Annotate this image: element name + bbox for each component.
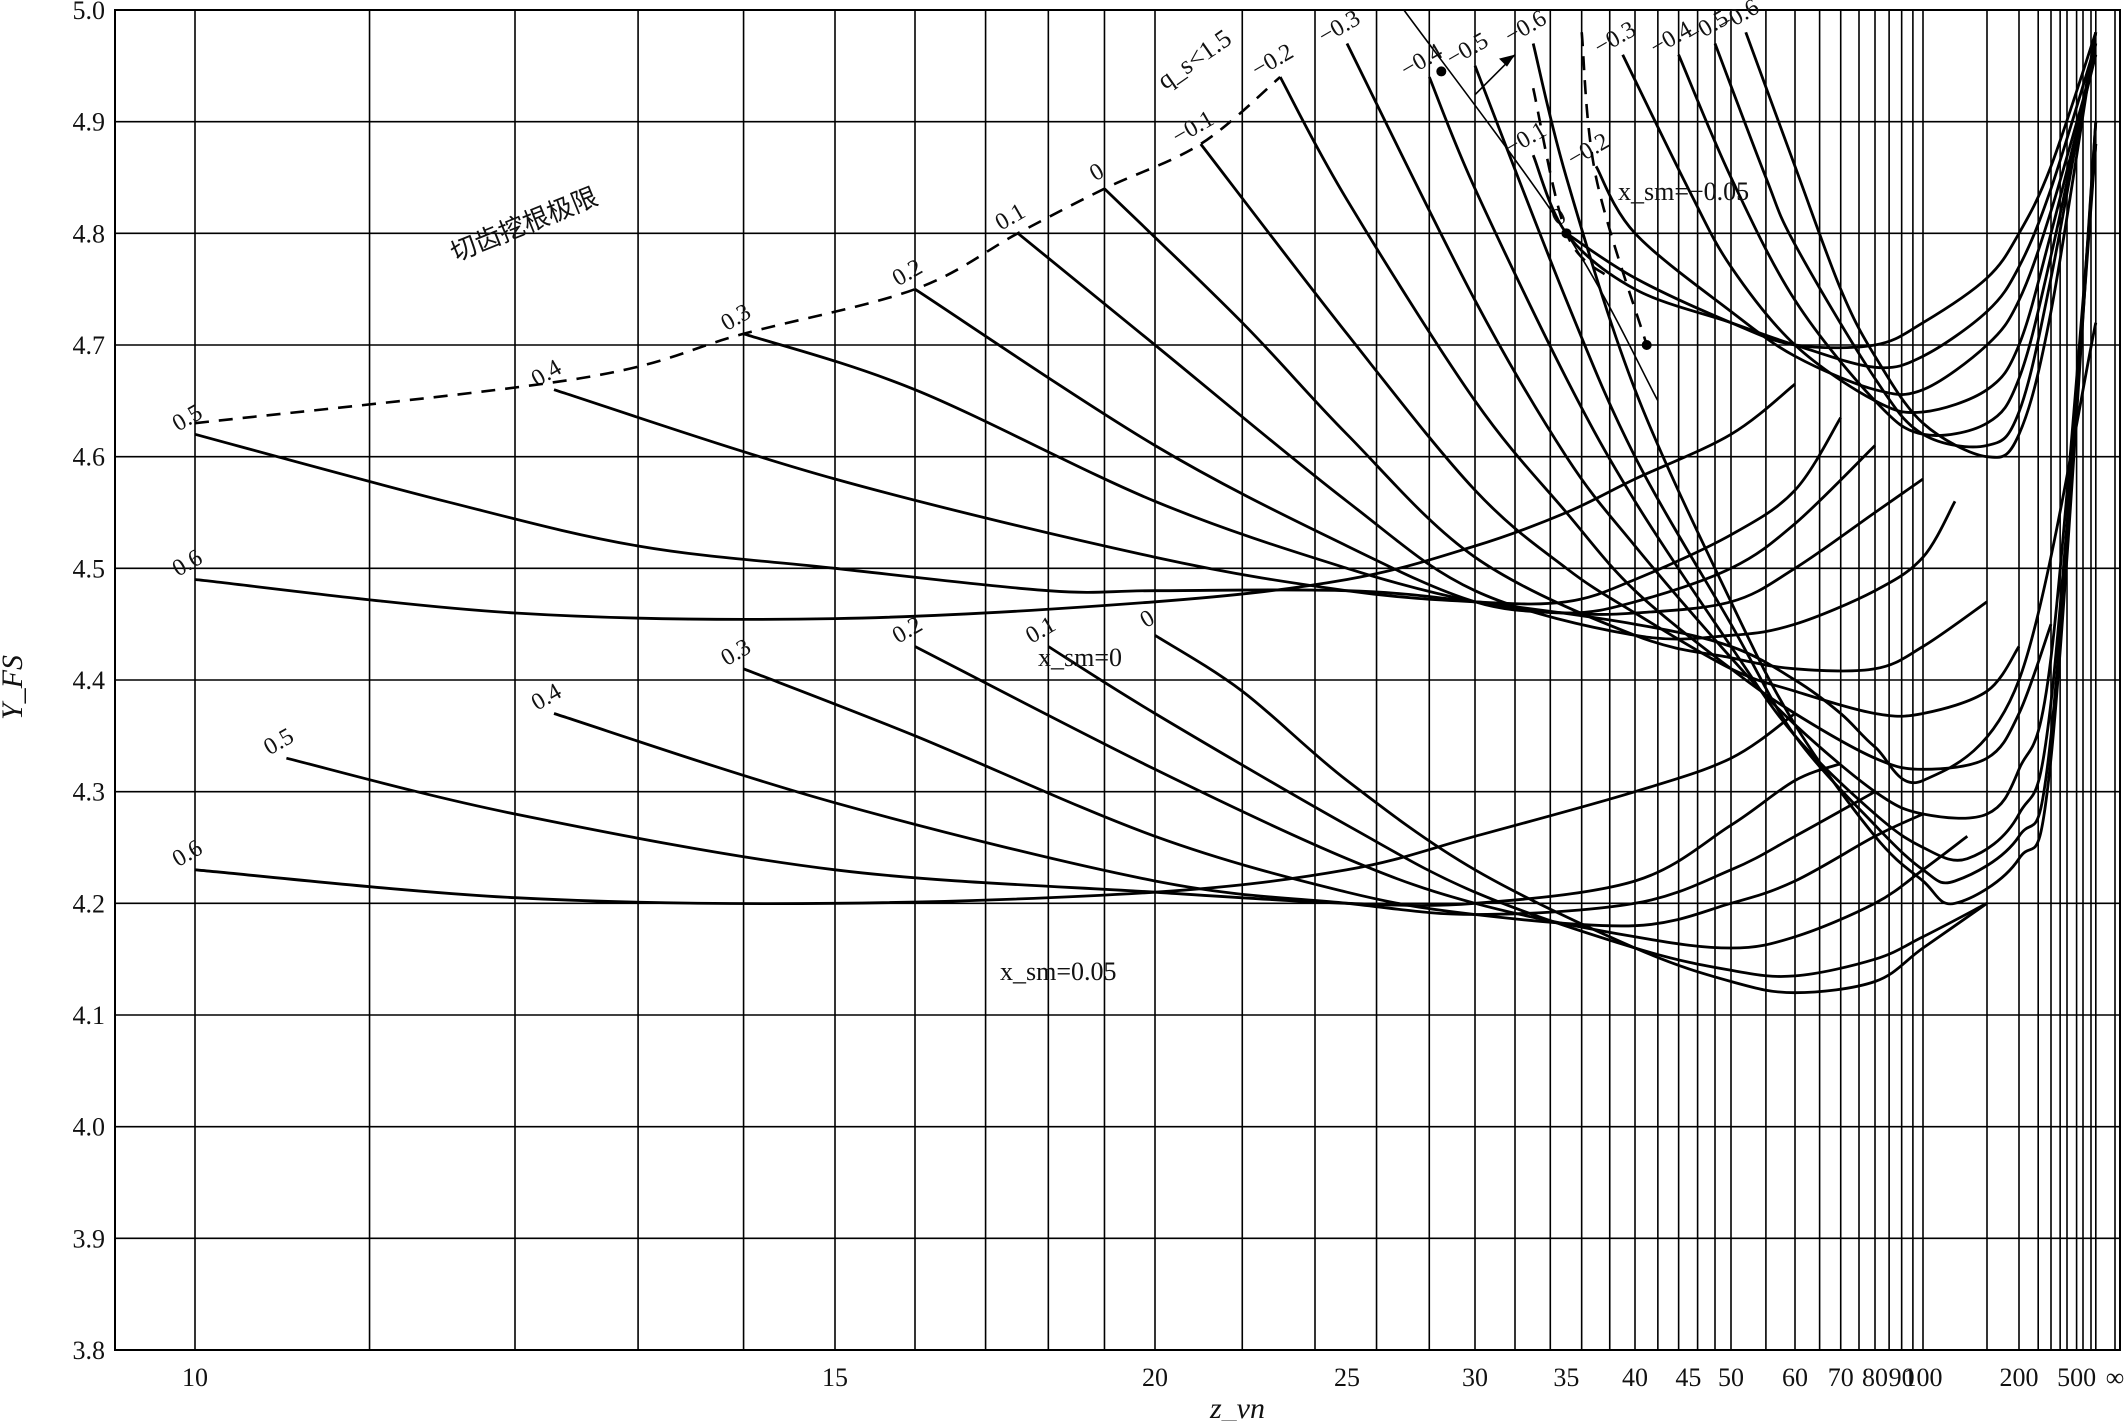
mid-family-curve-label: −0.5 bbox=[1442, 28, 1493, 72]
mid-family-curve bbox=[1017, 232, 1957, 641]
lower-family-curve bbox=[286, 756, 1842, 907]
upper-family-curve bbox=[1744, 31, 2098, 459]
y-tick-label: 4.7 bbox=[73, 331, 106, 360]
mid-family-curve bbox=[1345, 42, 2098, 820]
x-axis-title: z_vn bbox=[1209, 1392, 1265, 1421]
axis-labels: z_vn Y_FS bbox=[0, 655, 1265, 1421]
y-tick-label: 4.0 bbox=[73, 1113, 106, 1142]
lower-family-curve bbox=[1154, 634, 1988, 995]
x-tick-label: 90 bbox=[1889, 1363, 1915, 1392]
mid-family-curve-label: 0.4 bbox=[527, 355, 566, 393]
y-tick-label: 4.8 bbox=[73, 219, 106, 248]
x-tick-label: 100 bbox=[1904, 1363, 1943, 1392]
mid-family-curve bbox=[1199, 143, 2021, 718]
x-tick-label: 25 bbox=[1334, 1363, 1360, 1392]
qs-label: q_s<1.5 bbox=[1152, 23, 1237, 95]
mid-family-curve bbox=[194, 322, 2098, 785]
mid-family-curve bbox=[553, 388, 1842, 606]
x-tick-label: 30 bbox=[1462, 1363, 1488, 1392]
qs-line bbox=[1403, 9, 1659, 402]
mid-family-curve-label: −0.2 bbox=[1247, 39, 1298, 83]
x-tick-label: ∞ bbox=[2106, 1363, 2125, 1392]
x-tick-label: 200 bbox=[2000, 1363, 2039, 1392]
mid-family-curve-label: −0.6 bbox=[1500, 5, 1551, 49]
mid-family-curve bbox=[743, 332, 1876, 615]
y-tick-label: 3.9 bbox=[73, 1224, 106, 1253]
upper-family-curve bbox=[1565, 31, 2098, 350]
undercut-limit-label: 切齿挖根极限 bbox=[446, 182, 602, 268]
undercut-limit-line bbox=[194, 76, 1282, 425]
qs-dashed-line-2 bbox=[1580, 32, 1648, 346]
qs-point bbox=[1436, 66, 1447, 77]
upper-family-curve bbox=[1621, 54, 2098, 415]
x-tick-label: 40 bbox=[1622, 1363, 1648, 1392]
mid-family-curve-label: 0.2 bbox=[888, 254, 927, 292]
x-tick-label: 60 bbox=[1782, 1363, 1808, 1392]
y-tick-label: 4.6 bbox=[73, 443, 106, 472]
y-tick-label: 4.1 bbox=[73, 1001, 106, 1030]
mid-family-curve bbox=[1278, 76, 2053, 771]
x-tick-label: 20 bbox=[1142, 1363, 1168, 1392]
mid-family-curve bbox=[194, 382, 1796, 621]
mid-family-curve-label: 0.1 bbox=[991, 199, 1030, 237]
x-tick-label: 80 bbox=[1862, 1363, 1888, 1392]
x-tick-label: 10 bbox=[182, 1363, 208, 1392]
qs-arrow-head bbox=[1499, 54, 1515, 67]
family-mid-label: x_sm=0 bbox=[1038, 643, 1122, 672]
upper-family-curve-label: −0.3 bbox=[1590, 16, 1641, 60]
lower-family-curve bbox=[194, 712, 1796, 906]
qs-point bbox=[1641, 340, 1652, 350]
mid-family-curve-label: −0.3 bbox=[1314, 5, 1365, 49]
y-tick-label: 4.5 bbox=[73, 554, 106, 583]
y-tick-label: 4.2 bbox=[73, 889, 106, 918]
mid-family-curve bbox=[1473, 65, 2098, 885]
qs-dashed-line bbox=[1531, 87, 1611, 279]
mid-family-curve-label: −0.4 bbox=[1396, 39, 1447, 83]
x-tick-label: 500 bbox=[2057, 1363, 2096, 1392]
y-tick-label: 4.9 bbox=[73, 108, 106, 137]
lower-family-curve bbox=[553, 712, 1876, 916]
mid-family-curve-label: 0.5 bbox=[168, 400, 207, 438]
y-tick-label: 4.4 bbox=[73, 666, 106, 695]
mid-family-curve bbox=[914, 288, 1924, 616]
x-tick-label: 50 bbox=[1718, 1363, 1744, 1392]
family-upper-label: x_sm=−0.05 bbox=[1618, 177, 1749, 206]
qs-point bbox=[1561, 228, 1572, 239]
y-tick-label: 5.0 bbox=[73, 0, 106, 25]
lower-family-curve-label: 0.6 bbox=[168, 835, 207, 873]
lower-family-curve-label: 0.3 bbox=[717, 634, 756, 672]
x-tick-label: 15 bbox=[822, 1363, 848, 1392]
x-tick-label: 45 bbox=[1675, 1363, 1701, 1392]
x-tick-label: 70 bbox=[1828, 1363, 1854, 1392]
lower-family-curve bbox=[743, 667, 1924, 928]
y-tick-label: 3.8 bbox=[73, 1336, 106, 1365]
upper-family-curve bbox=[1713, 32, 2098, 449]
mid-family-curve bbox=[1428, 76, 2098, 862]
mid-family-curve-label: −0.1 bbox=[1168, 106, 1219, 150]
lower-family-curve bbox=[1047, 645, 1988, 978]
chart-curves: 0.50.60.40.30.20.10−0.1−0.2−0.3−0.4−0.5−… bbox=[168, 0, 2098, 995]
lower-family-curve-label: 0.5 bbox=[259, 723, 298, 761]
upper-family-curve bbox=[1531, 43, 2098, 370]
lower-family-curve-label: 0.4 bbox=[527, 679, 566, 717]
family-lower-label: x_sm=0.05 bbox=[1000, 957, 1117, 986]
y-axis-title: Y_FS bbox=[0, 655, 29, 720]
x-tick-label: 35 bbox=[1553, 1363, 1579, 1392]
y-tick-label: 4.3 bbox=[73, 778, 106, 807]
mid-family-curve bbox=[1103, 187, 1988, 673]
mid-family-curve-label: 0.6 bbox=[168, 545, 207, 583]
